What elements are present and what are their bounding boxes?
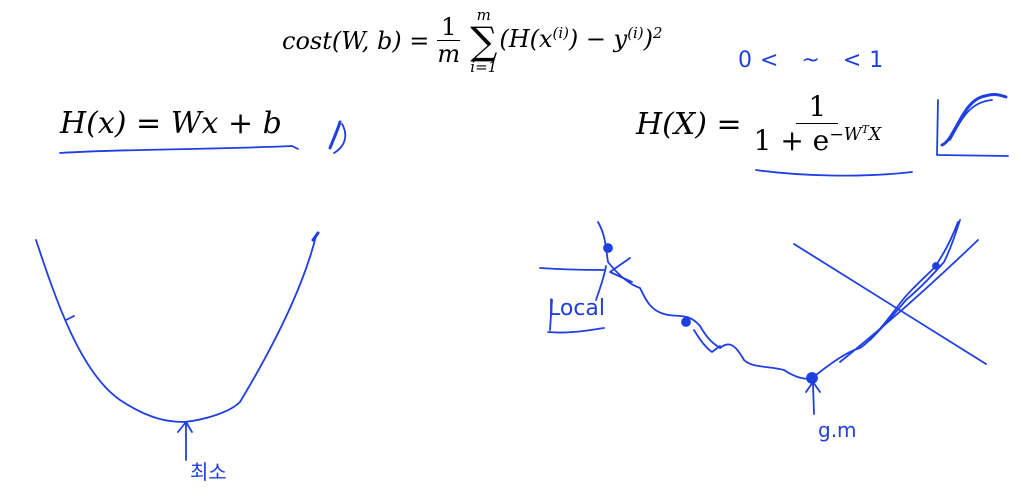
linear-underline (59, 145, 299, 154)
local-bracket (549, 299, 553, 331)
parabola-tick-right (311, 231, 320, 242)
sigmoid-den: 1 + e−WTX (750, 122, 886, 157)
gm-label: g.m (818, 418, 857, 442)
korean-label: 최소 (190, 460, 227, 484)
cross-line-a (793, 243, 987, 365)
sum-upper: m (476, 6, 491, 24)
cost-body: (H(x(i)) − y(i))2 (499, 24, 662, 53)
sigma-symbol: ∑ (470, 19, 498, 63)
summation: m ∑ i=1 (470, 6, 497, 76)
cost-frac-den: m (437, 39, 461, 68)
cross-line-b (839, 239, 979, 363)
descent-dot (681, 317, 691, 327)
cost-sup-i1: (i) (552, 23, 569, 42)
local-arrow-up (595, 265, 607, 301)
local-arrow-in (539, 267, 605, 271)
cost-frac-num: 1 (437, 13, 461, 41)
range-annotation: 0< ~ <1 (738, 48, 892, 73)
gm-arrow-shaft (812, 383, 815, 415)
global-min-dot (806, 372, 818, 384)
sigmoid-hypothesis: H(X) = 1 1 + e−WTX (636, 91, 886, 157)
sigmoid-exp: −W (829, 124, 862, 145)
upper-dot (932, 262, 940, 270)
sigmoid-fraction: 1 1 + e−WTX (750, 91, 886, 157)
sum-lower: i=1 (470, 58, 498, 76)
sigmoid-exp-x: X (868, 124, 882, 145)
local-underline (547, 327, 605, 334)
cost-body-c: ) (643, 24, 653, 53)
cost-body-a: (H(x (499, 24, 553, 53)
sigmoid-lhs: H(X) = (636, 107, 742, 143)
cost-sup-i2: (i) (627, 23, 644, 42)
cost-lhs: cost(W, b) = (282, 27, 430, 55)
cost-parabola (35, 235, 317, 423)
cost-body-b: ) − y (568, 24, 628, 53)
sigmoid-sketch-curve-2 (949, 99, 993, 141)
sigmoid-den-base: 1 + e (753, 123, 830, 157)
slash-mark (328, 120, 342, 150)
linear-hypothesis: H(x) = Wx + b (60, 106, 282, 141)
local-min-dot (603, 243, 613, 253)
descent-arrow (693, 329, 721, 353)
sigmoid-exp-t: T (861, 122, 869, 136)
gm-arrow-head (805, 381, 821, 393)
parabola-tick-left (65, 315, 75, 321)
local-arrow-diag (609, 257, 633, 283)
cost-equation: cost(W, b) = 1 m m ∑ i=1 (H(x(i)) − y(i)… (282, 6, 662, 76)
sigmoid-sketch-curve (940, 92, 1008, 147)
sigmoid-axes (936, 99, 1009, 157)
nonconvex-curve (597, 221, 959, 380)
min-arrow-head (177, 421, 193, 433)
cost-sup-2: 2 (652, 23, 663, 42)
tangent-wiggle (869, 219, 961, 341)
slash-hook (333, 123, 347, 154)
sigmoid-underline (755, 169, 913, 177)
cost-fraction: 1 m (433, 13, 464, 69)
sigmoid-num: 1 (796, 91, 839, 124)
